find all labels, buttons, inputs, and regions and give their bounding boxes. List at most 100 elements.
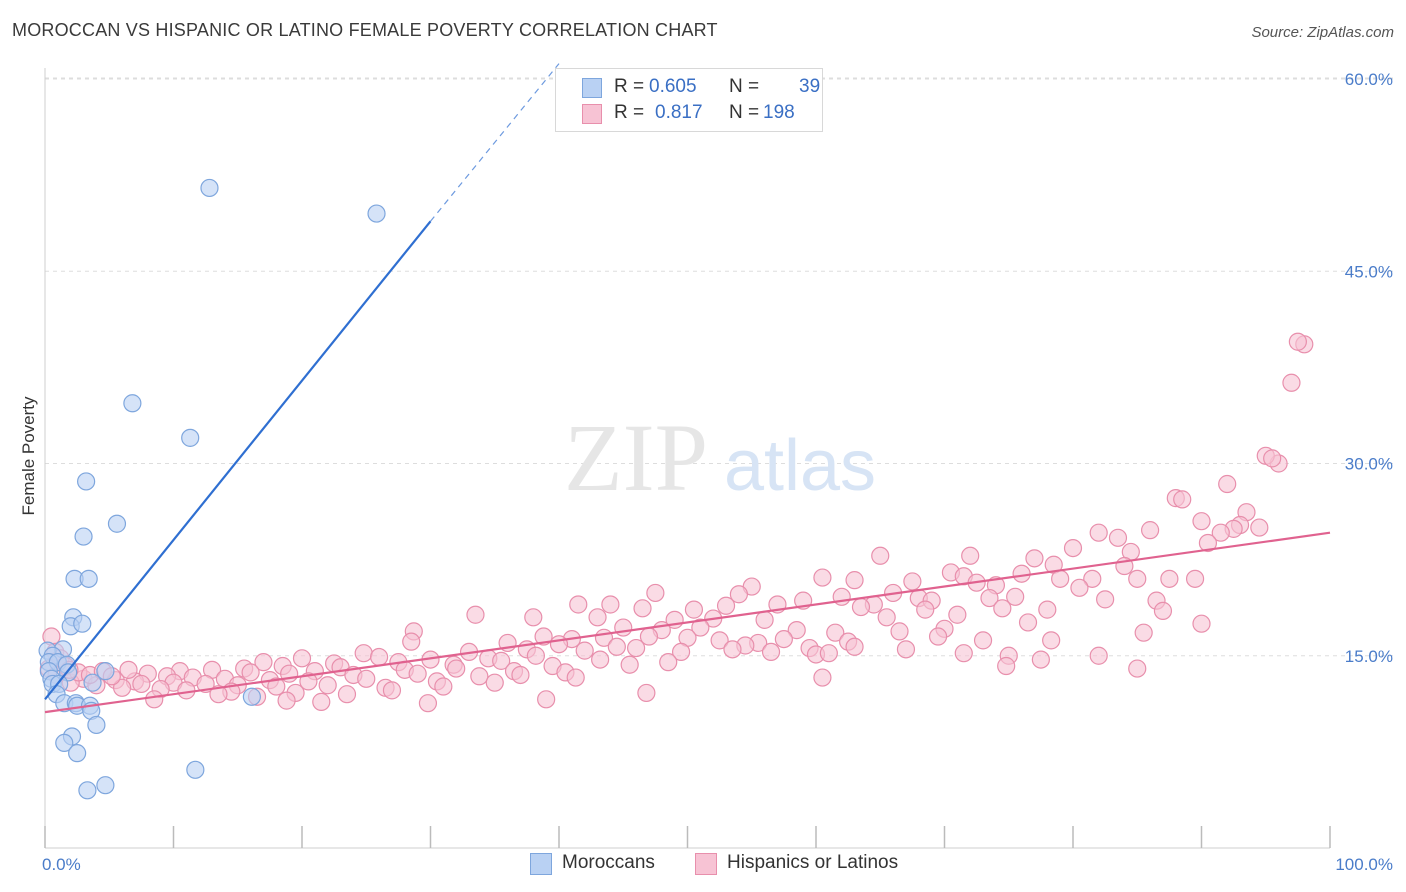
data-point (633, 599, 652, 618)
data-point (292, 649, 312, 668)
trendlines (44, 63, 1331, 714)
x-tick-label: 100.0% (1335, 855, 1393, 874)
y-axis-label: Female Poverty (19, 396, 38, 516)
hispanic-trendline (44, 531, 1331, 714)
data-point (370, 647, 389, 667)
data-point (242, 687, 261, 706)
data-point (107, 514, 127, 533)
data-point (845, 571, 864, 590)
data-point (1134, 623, 1153, 642)
data-point (434, 677, 453, 696)
moroccan-trendline (44, 220, 432, 701)
gridlines (45, 77, 1395, 657)
data-point (73, 614, 92, 633)
data-point (177, 681, 196, 700)
data-point (928, 627, 948, 646)
data-point (123, 394, 142, 413)
data-point (813, 668, 832, 687)
data-point (637, 683, 656, 703)
data-point (132, 674, 151, 694)
data-point (948, 605, 967, 624)
data-point (526, 646, 545, 665)
data-point (79, 569, 98, 588)
bottom-legend-swatch-blue (530, 853, 552, 875)
data-point (200, 178, 219, 198)
data-point (87, 715, 106, 735)
data-point (575, 641, 594, 660)
data-point (813, 568, 832, 587)
data-point (903, 572, 922, 591)
data-point (1263, 449, 1282, 468)
data-point (241, 663, 260, 682)
data-point (710, 631, 729, 650)
data-point (845, 637, 864, 656)
data-point (55, 733, 74, 753)
data-point (566, 668, 585, 687)
moroccan-points (38, 178, 386, 800)
data-point (671, 642, 691, 662)
data-point (1250, 518, 1269, 537)
data-point (254, 653, 273, 672)
legend-swatch-blue (582, 78, 602, 98)
data-point (729, 585, 749, 604)
data-point (607, 637, 626, 656)
data-point (357, 669, 376, 688)
data-point (511, 665, 530, 685)
data-point (626, 638, 646, 658)
data-point (774, 629, 793, 649)
data-point (980, 588, 999, 608)
bottom-legend-label: Moroccans (562, 852, 655, 873)
data-point (1070, 578, 1089, 597)
legend-r-label: R = (614, 102, 645, 123)
bottom-legend-label: Hispanics or Latinos (727, 852, 899, 873)
data-point (209, 685, 228, 704)
data-point (145, 690, 164, 709)
data-point (877, 608, 896, 627)
legend-n-label: N = (729, 76, 760, 97)
data-point (267, 677, 286, 696)
data-point (119, 660, 138, 679)
data-point (787, 621, 806, 640)
data-point (1140, 521, 1160, 540)
data-point (871, 546, 890, 565)
hispanic-points (39, 332, 1314, 713)
data-point (1108, 528, 1128, 547)
data-point (819, 644, 838, 663)
data-point (466, 605, 485, 624)
data-point (112, 678, 132, 697)
data-point (418, 694, 438, 713)
data-point (1089, 646, 1108, 665)
data-point (614, 618, 633, 637)
data-point (601, 595, 620, 614)
data-point (1083, 569, 1102, 588)
data-point (646, 583, 665, 603)
legend: R = 0.605 N = 39 R = 0.817 N = 198 (555, 68, 823, 132)
data-point (382, 681, 402, 700)
data-point (1153, 601, 1173, 620)
data-point (1128, 659, 1147, 678)
bottom-legend-swatch-pink (695, 853, 717, 875)
data-point (96, 776, 115, 795)
y-tick-label: 45.0% (1345, 262, 1393, 281)
data-point (569, 595, 588, 614)
data-point (83, 673, 102, 692)
data-point (68, 744, 87, 763)
data-point (337, 685, 357, 704)
data-point (723, 640, 742, 659)
legend-n-label: N = (729, 102, 760, 123)
data-point (534, 627, 553, 646)
data-point (1211, 523, 1230, 542)
data-point (620, 655, 639, 674)
data-point (1218, 474, 1237, 494)
y-tick-label: 60.0% (1345, 70, 1393, 89)
data-point (1063, 538, 1083, 558)
data-point (1006, 587, 1025, 606)
watermark-atlas: atlas (724, 426, 876, 506)
data-point (402, 632, 421, 651)
y-tick-label: 15.0% (1345, 647, 1393, 666)
data-point (896, 640, 916, 659)
tick-labels: 15.0% 30.0% 45.0% 60.0% 0.0% 100.0% (42, 70, 1393, 874)
data-point (961, 546, 980, 565)
data-point (1198, 533, 1218, 553)
data-point (470, 667, 489, 686)
